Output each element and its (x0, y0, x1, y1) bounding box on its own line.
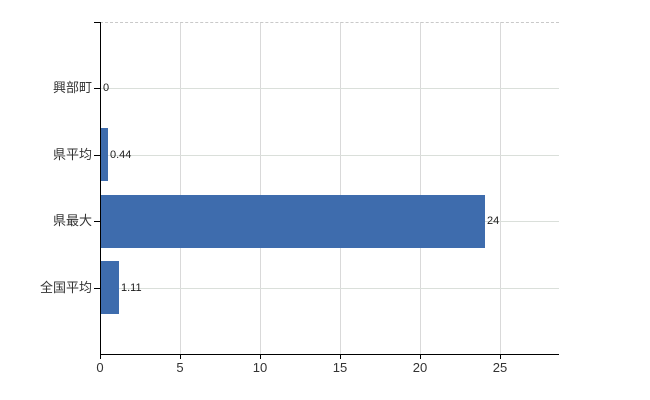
y-axis-tick (94, 22, 100, 23)
value-label: 0 (103, 82, 110, 94)
x-gridline (420, 22, 421, 354)
x-gridline (340, 22, 341, 354)
x-axis-tick (260, 354, 261, 359)
value-label: 1.11 (121, 282, 142, 294)
value-label: 24 (487, 215, 500, 227)
x-tick-label: 15 (332, 360, 348, 375)
bar-2 (101, 195, 485, 248)
plot-top-border (100, 22, 559, 23)
x-gridline (500, 22, 501, 354)
category-label: 県平均 (52, 147, 92, 162)
x-axis-line (100, 354, 559, 355)
x-axis-tick (500, 354, 501, 359)
category-label: 全国平均 (39, 280, 92, 295)
x-gridline (260, 22, 261, 354)
y-gridline (101, 88, 559, 89)
x-axis-tick (420, 354, 421, 359)
y-gridline (101, 155, 559, 156)
y-axis-line (100, 22, 101, 354)
y-gridline (101, 288, 559, 289)
y-axis-tick (94, 221, 100, 222)
y-axis-tick (94, 88, 100, 89)
x-axis-tick (180, 354, 181, 359)
x-tick-label: 0 (96, 360, 104, 375)
bar-3 (101, 261, 119, 314)
x-tick-label: 20 (412, 360, 428, 375)
value-label: 0.44 (110, 149, 132, 161)
y-axis-tick (94, 288, 100, 289)
y-axis-tick (94, 155, 100, 156)
category-label: 県最大 (52, 213, 92, 228)
x-tick-label: 5 (176, 360, 184, 375)
x-tick-label: 10 (252, 360, 268, 375)
x-axis-tick (340, 354, 341, 359)
bar-1 (101, 128, 108, 181)
x-axis-tick (100, 354, 101, 359)
category-label: 興部町 (52, 80, 92, 95)
x-gridline (180, 22, 181, 354)
x-tick-label: 25 (492, 360, 508, 375)
